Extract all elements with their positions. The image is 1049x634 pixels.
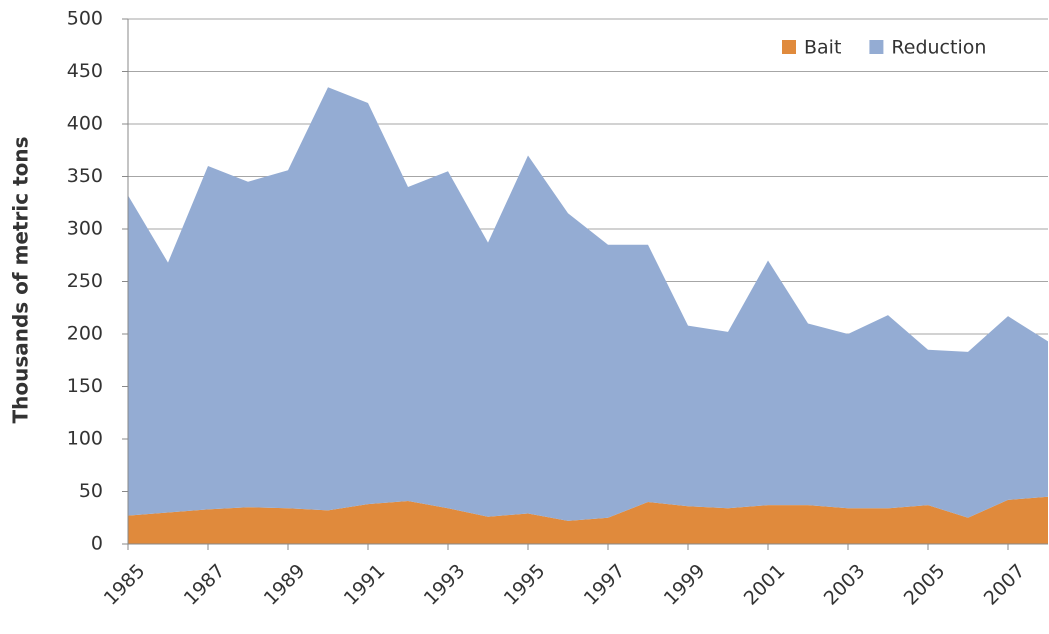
x-tick-label: 1993 [420, 560, 470, 610]
y-tick-label: 0 [91, 533, 103, 555]
area [128, 496, 1048, 544]
legend-swatch [782, 40, 796, 54]
y-tick-label: 250 [67, 270, 103, 292]
y-tick-label: 350 [67, 165, 103, 187]
x-tick-label: 2007 [980, 560, 1030, 610]
legend-swatch [869, 40, 884, 54]
x-tick-label: 1989 [260, 560, 310, 610]
x-tick-label: 1991 [340, 560, 390, 610]
x-tick-label: 2005 [900, 560, 950, 610]
legend-label: Bait [804, 37, 841, 59]
y-tick-label: 450 [67, 60, 103, 82]
x-tick-label: 1997 [580, 560, 630, 610]
legend: Bait Reduction [782, 37, 986, 59]
y-tick-label: 50 [79, 480, 103, 502]
y-tick-label: 400 [67, 113, 103, 135]
x-tick-label: 1995 [500, 560, 550, 610]
y-tick-label: 100 [67, 428, 103, 450]
x-tick-label: 1999 [660, 560, 710, 610]
x-tick-label: 2003 [820, 560, 870, 610]
y-axis-title: Thousands of metric tons [9, 136, 33, 423]
y-tick-label: 500 [67, 8, 103, 30]
area [128, 87, 1048, 521]
legend-label: Reduction [891, 37, 986, 59]
x-tick-label: 1985 [100, 560, 150, 610]
x-tick-label: 2001 [740, 560, 790, 610]
y-tick-label: 300 [67, 218, 103, 240]
x-tick-label: 1987 [180, 560, 230, 610]
y-tick-label: 200 [67, 323, 103, 345]
y-tick-label: 150 [67, 375, 103, 397]
